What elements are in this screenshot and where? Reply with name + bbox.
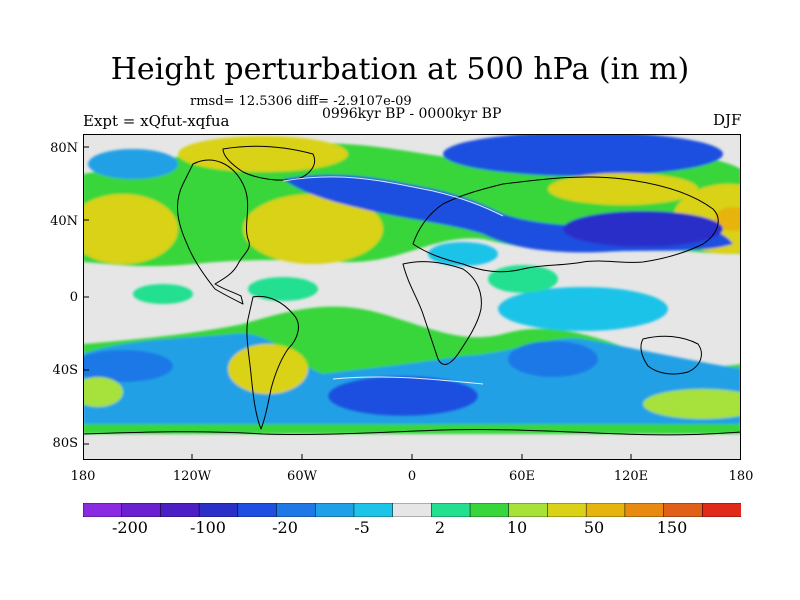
lat-tick-label: 0 xyxy=(69,290,78,305)
contour-asia-low xyxy=(563,211,723,247)
colorbar-swatch xyxy=(83,503,123,517)
chart-title: Height perturbation at 500 hPa (in m) xyxy=(110,52,690,87)
colorbar-swatch xyxy=(314,503,355,517)
experiment-label: Expt = xQfut-xqfua xyxy=(83,112,230,130)
contour-line-north xyxy=(282,176,504,217)
colorbar-swatch xyxy=(469,503,510,517)
contour-north-africa-cyan xyxy=(428,242,498,266)
colorbar-swatch xyxy=(160,503,200,517)
colorbar-swatch xyxy=(702,503,741,517)
stats-label: rmsd= 12.5306 diff= -2.9107e-09 xyxy=(190,94,412,109)
coastline-europe-asia xyxy=(412,176,719,273)
contour-south-indian-green xyxy=(643,389,741,419)
colorbar-label: -5 xyxy=(354,518,370,537)
colorbar-label: -200 xyxy=(112,518,148,537)
coastlines xyxy=(83,145,741,436)
contour-south-atlantic-low xyxy=(328,376,478,416)
contour-greenland-high xyxy=(178,136,348,172)
colorbar-swatch xyxy=(547,503,587,517)
colorbar-label: 10 xyxy=(506,518,528,537)
coastline-antarctica xyxy=(83,428,741,436)
colorbar-swatch xyxy=(508,503,549,517)
lon-tick-label: 60E xyxy=(508,469,536,484)
coastline-africa xyxy=(402,261,482,365)
contour-south-america-yellow xyxy=(228,344,308,394)
colorbar-label: 150 xyxy=(656,518,688,537)
colorbar-label: -100 xyxy=(190,518,226,537)
season-label: DJF xyxy=(713,111,742,129)
contour-north-east-asia-core xyxy=(715,207,741,231)
coastline-south-america xyxy=(246,295,299,430)
contour-north-pacific-cyan xyxy=(88,149,178,179)
colorbar-label: -20 xyxy=(272,518,298,537)
colorbar-label: 50 xyxy=(583,518,605,537)
contour-tropic-pacific-green xyxy=(248,277,318,301)
lon-tick-label: 120E xyxy=(613,469,649,484)
colorbar-swatch xyxy=(431,503,471,517)
colorbar-swatch xyxy=(585,503,626,517)
colorbar-swatch xyxy=(198,503,239,517)
lat-tick-label: 40N xyxy=(50,214,78,229)
colorbar-swatch xyxy=(624,503,665,517)
contour-south-indian-low xyxy=(508,341,598,377)
lon-tick-label: 120W xyxy=(172,469,212,484)
colorbar-swatch xyxy=(663,503,704,517)
contour-tropic-indian-cyan xyxy=(498,287,668,331)
colorbar-swatch xyxy=(276,503,316,517)
lat-tick-label: 80S xyxy=(52,436,78,451)
contour-siberia-yellow xyxy=(548,173,698,205)
contour-south-pacific-blue xyxy=(83,350,173,382)
colorbar xyxy=(83,503,741,517)
lat-tick-label: 80N xyxy=(50,141,78,156)
contour-tropic-east-pacific xyxy=(133,284,193,304)
coastline-australia xyxy=(640,335,702,375)
colorbar-swatch xyxy=(237,503,278,517)
lon-tick-label: 0 xyxy=(407,469,417,484)
contour-north-pacific-high xyxy=(83,194,178,264)
colorbar-swatch xyxy=(121,503,162,517)
lon-tick-label: 60W xyxy=(287,469,317,484)
period-label: 0996kyr BP - 0000kyr BP xyxy=(322,106,502,122)
contour-south-pacific-yellow xyxy=(83,377,123,407)
coastline-north-america xyxy=(177,159,250,305)
contour-line-south xyxy=(332,376,484,385)
lon-tick-label: 180 xyxy=(728,469,754,484)
lon-tick-label: 180 xyxy=(70,469,96,484)
contour-arctic-low xyxy=(443,134,723,176)
colorbar-swatch xyxy=(392,503,433,517)
map-plot xyxy=(83,134,741,460)
white-contour-lines xyxy=(282,176,504,385)
colorbar-swatch xyxy=(353,503,394,517)
lat-tick-label: 40S xyxy=(52,363,78,378)
colorbar-label: 2 xyxy=(434,518,446,537)
contour-north-atlantic-high xyxy=(243,194,383,264)
axis-ticks xyxy=(83,146,632,460)
